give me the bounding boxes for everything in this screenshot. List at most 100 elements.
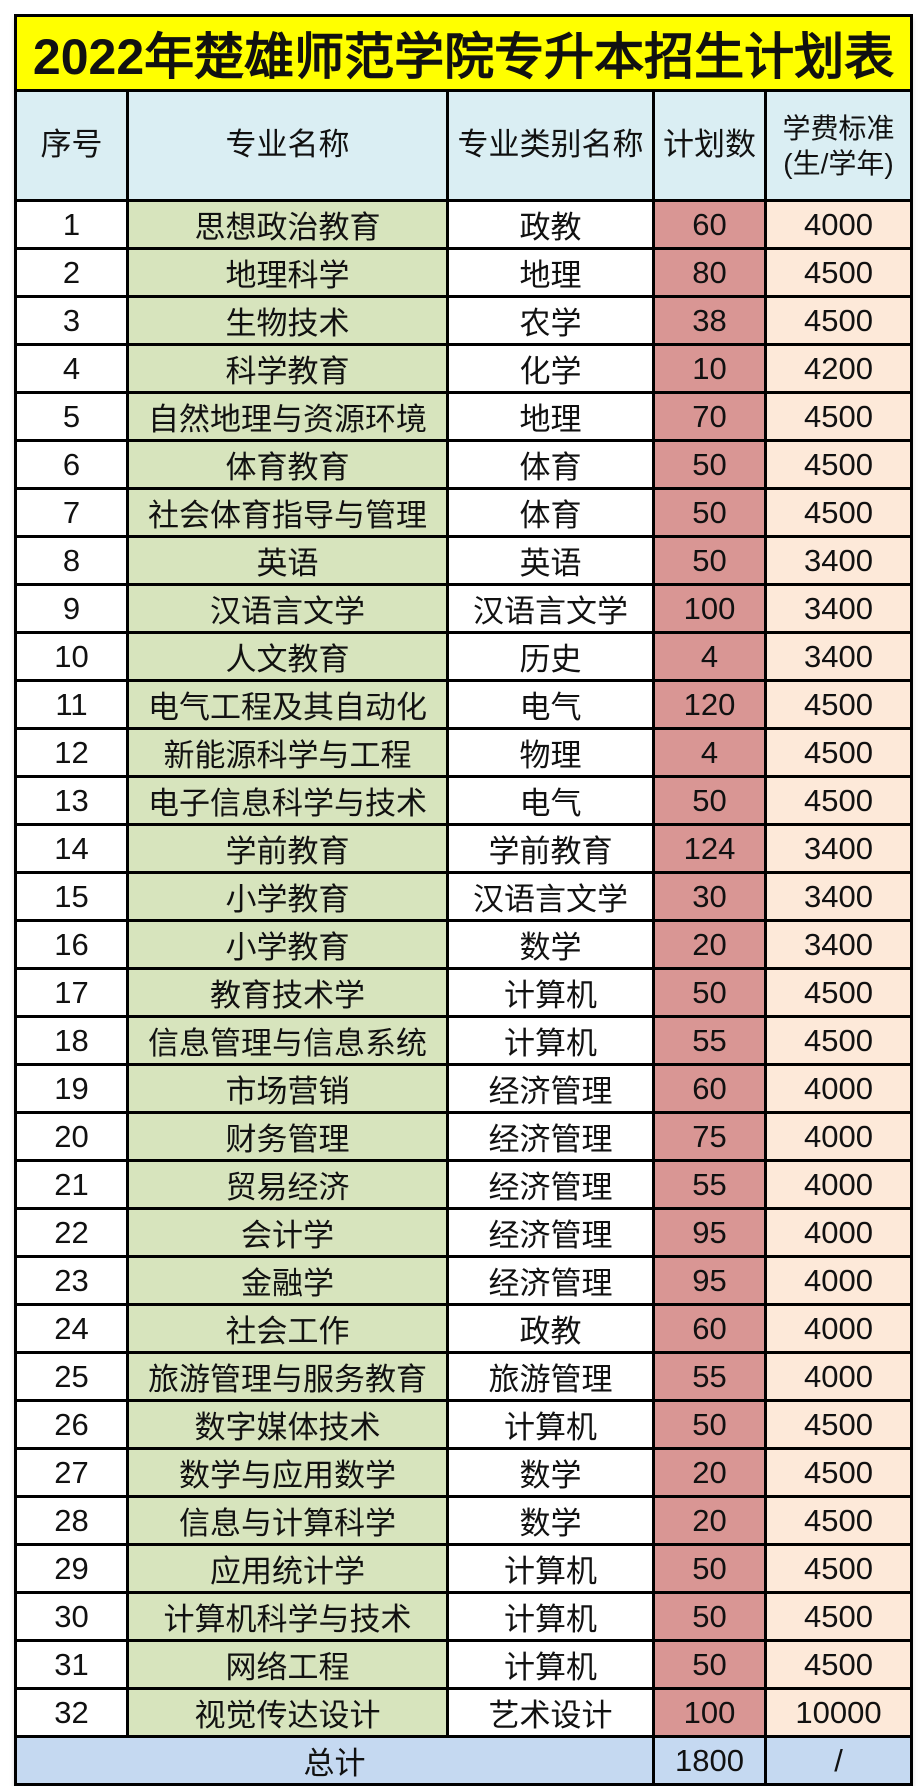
serial-number-cell: 25 <box>14 1351 129 1402</box>
plan-count-cell: 60 <box>652 199 767 250</box>
serial-number-cell: 26 <box>14 1399 129 1450</box>
major-name-cell: 教育技术学 <box>126 967 449 1018</box>
col-header-category-name: 专业类别名称 <box>446 89 655 202</box>
table-row: 10 人文教育 历史 4 3400 <box>14 631 914 682</box>
table-row: 20 财务管理 经济管理 75 4000 <box>14 1111 914 1162</box>
serial-number-cell: 30 <box>14 1591 129 1642</box>
table-row: 3 生物技术 农学 38 4500 <box>14 295 914 346</box>
plan-count-cell: 50 <box>652 487 767 538</box>
tuition-cell: 4000 <box>763 1351 914 1402</box>
major-name-cell: 小学教育 <box>126 871 449 922</box>
tuition-cell: 10000 <box>763 1687 914 1738</box>
category-name-cell: 物理 <box>446 727 655 778</box>
category-name-cell: 学前教育 <box>446 823 655 874</box>
plan-count-cell: 60 <box>652 1303 767 1354</box>
major-name-cell: 计算机科学与技术 <box>126 1591 449 1642</box>
major-name-cell: 汉语言文学 <box>126 583 449 634</box>
plan-count-cell: 80 <box>652 247 767 298</box>
tuition-cell: 4500 <box>763 775 914 826</box>
plan-count-cell: 50 <box>652 775 767 826</box>
category-name-cell: 政教 <box>446 199 655 250</box>
plan-count-cell: 4 <box>652 631 767 682</box>
tuition-cell: 4500 <box>763 727 914 778</box>
col-header-tuition-standard: 学费标准 (生/学年) <box>763 89 914 202</box>
major-name-cell: 应用统计学 <box>126 1543 449 1594</box>
table-row: 8 英语 英语 50 3400 <box>14 535 914 586</box>
category-name-cell: 汉语言文学 <box>446 583 655 634</box>
table-row: 13 电子信息科学与技术 电气 50 4500 <box>14 775 914 826</box>
plan-count-cell: 20 <box>652 1495 767 1546</box>
serial-number-cell: 7 <box>14 487 129 538</box>
tuition-cell: 4000 <box>763 1111 914 1162</box>
major-name-cell: 电子信息科学与技术 <box>126 775 449 826</box>
serial-number-cell: 13 <box>14 775 129 826</box>
major-name-cell: 社会工作 <box>126 1303 449 1354</box>
table-row: 5 自然地理与资源环境 地理 70 4500 <box>14 391 914 442</box>
serial-number-cell: 19 <box>14 1063 129 1114</box>
plan-count-cell: 60 <box>652 1063 767 1114</box>
total-label: 总计 <box>14 1735 655 1786</box>
category-name-cell: 计算机 <box>446 1639 655 1690</box>
major-name-cell: 体育教育 <box>126 439 449 490</box>
col-header-serial-number: 序号 <box>14 89 129 202</box>
category-name-cell: 计算机 <box>446 1591 655 1642</box>
category-name-cell: 经济管理 <box>446 1111 655 1162</box>
tuition-cell: 4500 <box>763 967 914 1018</box>
table-row: 1 思想政治教育 政教 60 4000 <box>14 199 914 250</box>
tuition-cell: 4500 <box>763 1543 914 1594</box>
category-name-cell: 数学 <box>446 1495 655 1546</box>
plan-count-cell: 100 <box>652 583 767 634</box>
major-name-cell: 信息与计算科学 <box>126 1495 449 1546</box>
category-name-cell: 经济管理 <box>446 1255 655 1306</box>
tuition-cell: 4500 <box>763 1015 914 1066</box>
plan-count-cell: 4 <box>652 727 767 778</box>
tuition-cell: 4500 <box>763 1447 914 1498</box>
plan-count-cell: 100 <box>652 1687 767 1738</box>
category-name-cell: 历史 <box>446 631 655 682</box>
table-row: 26 数字媒体技术 计算机 50 4500 <box>14 1399 914 1450</box>
table-body: 1 思想政治教育 政教 60 4000 2 地理科学 地理 80 4500 3 生物技术 农学 38 450… <box>14 199 914 1738</box>
major-name-cell: 网络工程 <box>126 1639 449 1690</box>
major-name-cell: 市场营销 <box>126 1063 449 1114</box>
plan-count-cell: 120 <box>652 679 767 730</box>
serial-number-cell: 5 <box>14 391 129 442</box>
serial-number-cell: 8 <box>14 535 129 586</box>
tuition-cell: 4000 <box>763 1063 914 1114</box>
plan-count-cell: 50 <box>652 1399 767 1450</box>
page-title: 2022年楚雄师范学院专升本招生计划表 <box>13 14 914 92</box>
serial-number-cell: 18 <box>14 1015 129 1066</box>
category-name-cell: 电气 <box>446 679 655 730</box>
table-row: 4 科学教育 化学 10 4200 <box>14 343 914 394</box>
major-name-cell: 小学教育 <box>126 919 449 970</box>
category-name-cell: 英语 <box>446 535 655 586</box>
major-name-cell: 旅游管理与服务教育 <box>126 1351 449 1402</box>
category-name-cell: 计算机 <box>446 1543 655 1594</box>
major-name-cell: 思想政治教育 <box>126 199 449 250</box>
serial-number-cell: 9 <box>14 583 129 634</box>
serial-number-cell: 27 <box>14 1447 129 1498</box>
tuition-cell: 4200 <box>763 343 914 394</box>
table-row: 14 学前教育 学前教育 124 3400 <box>14 823 914 874</box>
tuition-cell: 3400 <box>763 871 914 922</box>
plan-count-cell: 50 <box>652 535 767 586</box>
tuition-cell: 4500 <box>763 295 914 346</box>
serial-number-cell: 3 <box>14 295 129 346</box>
plan-count-cell: 30 <box>652 871 767 922</box>
major-name-cell: 电气工程及其自动化 <box>126 679 449 730</box>
tuition-cell: 4000 <box>763 1159 914 1210</box>
major-name-cell: 学前教育 <box>126 823 449 874</box>
serial-number-cell: 10 <box>14 631 129 682</box>
table-row: 12 新能源科学与工程 物理 4 4500 <box>14 727 914 778</box>
category-name-cell: 计算机 <box>446 1399 655 1450</box>
category-name-cell: 经济管理 <box>446 1063 655 1114</box>
plan-count-cell: 50 <box>652 439 767 490</box>
tuition-cell: 4000 <box>763 1207 914 1258</box>
table-row: 28 信息与计算科学 数学 20 4500 <box>14 1495 914 1546</box>
col-header-major-name: 专业名称 <box>126 89 449 202</box>
category-name-cell: 体育 <box>446 487 655 538</box>
major-name-cell: 视觉传达设计 <box>126 1687 449 1738</box>
category-name-cell: 数学 <box>446 1447 655 1498</box>
major-name-cell: 贸易经济 <box>126 1159 449 1210</box>
table-row: 9 汉语言文学 汉语言文学 100 3400 <box>14 583 914 634</box>
tuition-cell: 4500 <box>763 439 914 490</box>
